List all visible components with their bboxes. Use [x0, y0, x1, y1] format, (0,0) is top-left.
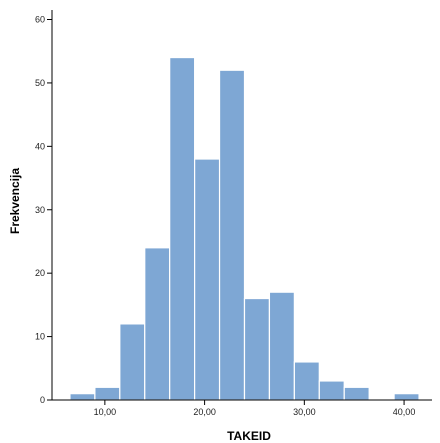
histogram-bar [94, 386, 121, 401]
histogram-bar [293, 361, 320, 401]
x-tick-label: 10,00 [94, 407, 117, 417]
histogram-bar [268, 291, 295, 401]
y-axis: 0 10 20 30 40 50 60 [35, 10, 53, 405]
y-tick-label: 60 [35, 15, 45, 25]
y-axis-title: Frekvencija [8, 168, 22, 234]
y-tick-label: 30 [35, 205, 45, 215]
histogram-bar [343, 386, 370, 401]
histogram-bar [144, 247, 171, 401]
x-axis-title: TAKEID [227, 429, 271, 443]
x-tick-label: 20,00 [193, 407, 216, 417]
histogram-bar [243, 297, 271, 401]
x-tick-label: 30,00 [293, 407, 316, 417]
y-tick-label: 0 [40, 395, 45, 405]
x-axis: 10,00 20,00 30,00 40,00 [52, 399, 432, 417]
histogram-bar [218, 69, 246, 401]
y-tick-label: 10 [35, 332, 45, 342]
histogram-bar [119, 323, 146, 401]
y-tick-label: 40 [35, 141, 45, 151]
histogram-bar [393, 393, 420, 401]
y-tick-label: 50 [35, 78, 45, 88]
histogram-bar [69, 393, 96, 401]
histogram-bars [69, 56, 420, 401]
x-tick-label: 40,00 [393, 407, 416, 417]
histogram-bar [169, 56, 196, 401]
y-tick-label: 20 [35, 268, 45, 278]
histogram-bar [194, 158, 221, 401]
histogram-bar [318, 380, 345, 401]
